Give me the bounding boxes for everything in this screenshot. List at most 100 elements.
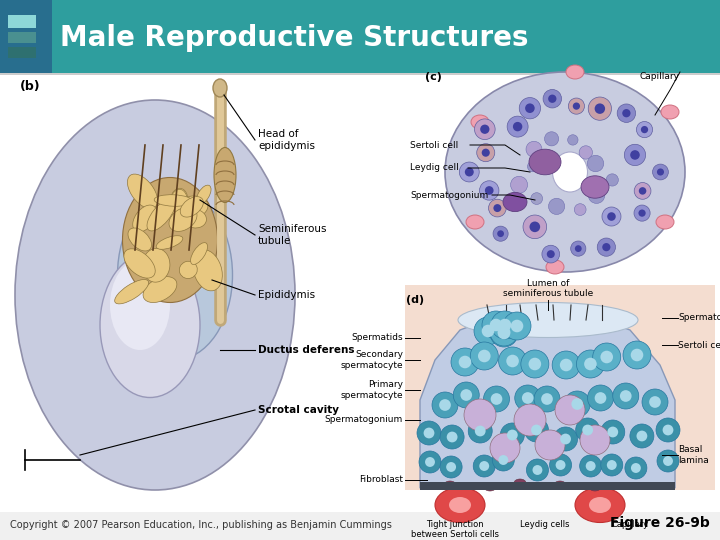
Circle shape [460, 389, 472, 401]
Circle shape [480, 461, 489, 471]
Circle shape [636, 430, 647, 441]
Circle shape [548, 94, 557, 103]
Circle shape [513, 122, 522, 131]
Circle shape [580, 455, 602, 477]
Circle shape [480, 181, 499, 200]
Polygon shape [420, 310, 675, 488]
Circle shape [595, 104, 605, 114]
Ellipse shape [147, 199, 175, 231]
Circle shape [498, 230, 504, 237]
Circle shape [571, 241, 586, 256]
Circle shape [652, 164, 668, 180]
Ellipse shape [449, 497, 471, 513]
Text: Capillary: Capillary [640, 72, 680, 81]
Circle shape [490, 393, 503, 405]
Circle shape [507, 116, 528, 137]
Circle shape [477, 144, 495, 161]
Circle shape [490, 319, 518, 347]
Circle shape [572, 398, 583, 410]
Ellipse shape [458, 302, 638, 338]
Circle shape [484, 386, 510, 412]
Circle shape [634, 205, 650, 221]
Circle shape [607, 212, 616, 221]
Circle shape [531, 193, 543, 205]
Text: Spermatozoa: Spermatozoa [678, 314, 720, 322]
Circle shape [474, 426, 485, 436]
Text: Seminiferous
tubule: Seminiferous tubule [258, 224, 326, 246]
Ellipse shape [197, 185, 211, 204]
Circle shape [625, 457, 647, 479]
Circle shape [575, 245, 582, 252]
Circle shape [489, 199, 506, 217]
Ellipse shape [127, 174, 158, 209]
Ellipse shape [552, 152, 588, 192]
Circle shape [564, 391, 590, 417]
Circle shape [624, 144, 646, 166]
Circle shape [499, 319, 511, 332]
Circle shape [521, 350, 549, 378]
Circle shape [542, 245, 559, 263]
Ellipse shape [110, 260, 170, 350]
Bar [8, 32, 36, 43]
Text: Ductus deferens: Ductus deferens [258, 345, 354, 355]
Bar [420, 482, 675, 490]
Text: Lumen of
seminiferous tubule: Lumen of seminiferous tubule [503, 279, 593, 298]
Circle shape [470, 342, 498, 370]
Circle shape [490, 433, 520, 463]
Circle shape [582, 424, 593, 435]
Text: Fibroblast: Fibroblast [359, 476, 403, 484]
Text: Basal
lamina: Basal lamina [678, 446, 708, 465]
Ellipse shape [191, 242, 207, 265]
Text: Tight junction
between Sertoli cells: Tight junction between Sertoli cells [411, 520, 499, 539]
Circle shape [631, 463, 641, 473]
Circle shape [526, 459, 549, 481]
Circle shape [600, 454, 623, 476]
Text: Scrotal cavity: Scrotal cavity [258, 405, 339, 415]
Circle shape [600, 350, 613, 363]
Circle shape [588, 187, 605, 204]
Circle shape [519, 98, 541, 119]
Ellipse shape [124, 249, 156, 278]
Circle shape [662, 424, 673, 435]
Text: Leydig cell: Leydig cell [410, 164, 459, 172]
Text: Spermatogonium: Spermatogonium [325, 415, 403, 424]
Circle shape [490, 319, 503, 332]
Text: Capillary: Capillary [611, 520, 649, 529]
Circle shape [602, 207, 621, 226]
Ellipse shape [178, 196, 208, 218]
Circle shape [642, 389, 668, 415]
Ellipse shape [154, 195, 193, 206]
Circle shape [503, 312, 531, 340]
Ellipse shape [117, 190, 233, 360]
Ellipse shape [484, 483, 496, 491]
Ellipse shape [575, 488, 625, 523]
Circle shape [588, 385, 613, 411]
Circle shape [465, 167, 474, 177]
Circle shape [593, 343, 621, 371]
Circle shape [576, 418, 600, 442]
Circle shape [522, 392, 534, 404]
Circle shape [541, 393, 553, 405]
Circle shape [478, 350, 490, 362]
Ellipse shape [466, 215, 484, 229]
Circle shape [498, 347, 526, 375]
Circle shape [425, 457, 435, 467]
Text: (d): (d) [406, 295, 424, 305]
Circle shape [528, 161, 538, 172]
Circle shape [585, 461, 595, 471]
Text: Secondary
spermatocyte: Secondary spermatocyte [341, 350, 403, 370]
Text: (b): (b) [20, 80, 40, 93]
Circle shape [451, 348, 479, 376]
Circle shape [528, 357, 541, 370]
Circle shape [440, 425, 464, 449]
Circle shape [554, 427, 577, 451]
Circle shape [510, 320, 523, 332]
Circle shape [630, 150, 640, 160]
Circle shape [523, 215, 546, 239]
Circle shape [459, 162, 480, 182]
Circle shape [584, 357, 597, 370]
Circle shape [608, 427, 618, 437]
Circle shape [439, 399, 451, 411]
Circle shape [649, 396, 661, 408]
Bar [0, 73, 720, 75]
